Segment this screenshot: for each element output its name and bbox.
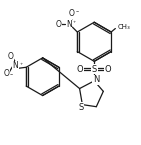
- Text: N: N: [13, 61, 18, 70]
- Text: O: O: [77, 65, 84, 74]
- Text: CH₃: CH₃: [117, 24, 130, 30]
- Text: O: O: [7, 52, 13, 61]
- Text: O: O: [105, 65, 112, 74]
- Text: S: S: [78, 103, 84, 112]
- Text: $^-$: $^-$: [9, 73, 15, 78]
- Text: N: N: [66, 20, 72, 29]
- Text: O: O: [56, 20, 61, 29]
- Text: O: O: [3, 69, 9, 78]
- Text: $^+$: $^+$: [19, 62, 25, 67]
- Text: S: S: [92, 65, 97, 74]
- Text: O: O: [69, 9, 75, 18]
- Text: $^-$: $^-$: [75, 10, 80, 15]
- Text: $^+$: $^+$: [72, 20, 78, 25]
- Text: N: N: [93, 75, 100, 84]
